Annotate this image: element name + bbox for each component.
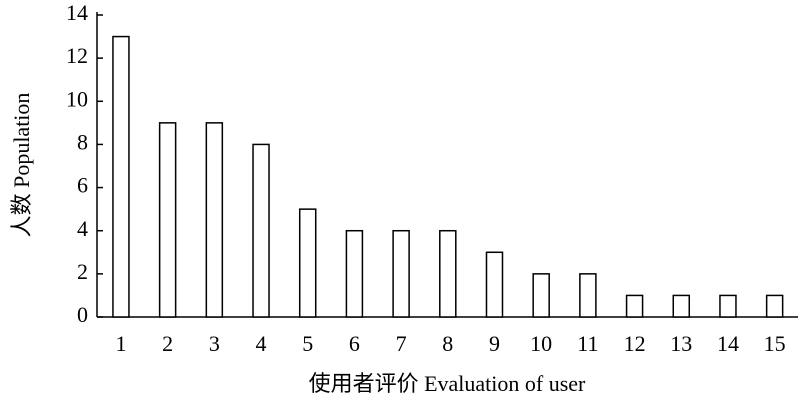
x-tick-label: 8 [442,331,453,356]
x-tick-label: 5 [302,331,313,356]
bar [439,229,457,318]
bar [719,294,737,318]
x-tick-label: 11 [577,331,598,356]
x-axis-label: 使用者评价 Evaluation of user [309,371,586,396]
bar [112,35,130,318]
bar [625,294,644,318]
x-tick-label: 1 [115,331,126,356]
x-tick-label: 15 [764,331,786,356]
bar [205,122,224,318]
y-axis-label: 人数 Population [9,93,34,238]
x-tick-label: 2 [162,331,173,356]
y-tick-label: 12 [66,43,88,68]
bar [298,208,317,318]
bar [672,294,691,318]
bar [765,294,784,318]
x-tick-label: 4 [256,331,267,356]
y-tick-label: 8 [77,129,88,154]
bar [579,273,597,318]
x-tick-label: 6 [349,331,360,356]
y-tick-label: 2 [77,259,88,284]
x-tick-label: 7 [396,331,407,356]
y-tick-label: 4 [77,216,88,241]
y-tick-label: 10 [66,86,88,111]
bar [392,229,410,318]
x-tick-label: 3 [209,331,220,356]
y-tick-label: 6 [77,173,88,198]
x-tick-label: 12 [624,331,646,356]
x-tick-label: 10 [530,331,552,356]
bar [345,229,364,318]
y-tick-label: 14 [66,0,88,25]
bar [252,143,270,318]
bar [532,273,550,318]
x-tick-label: 13 [670,331,692,356]
bar [485,251,504,318]
x-tick-label: 14 [717,331,739,356]
y-tick-label: 0 [77,302,88,327]
x-tick-label: 9 [489,331,500,356]
bar [158,122,177,318]
